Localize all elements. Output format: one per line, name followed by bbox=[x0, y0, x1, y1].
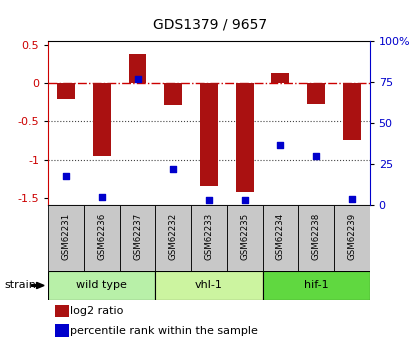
Point bbox=[312, 153, 319, 159]
Bar bbox=[334, 205, 370, 271]
Bar bbox=[129, 55, 147, 83]
Text: GSM62238: GSM62238 bbox=[312, 213, 320, 260]
Point bbox=[170, 166, 177, 172]
Text: GSM62233: GSM62233 bbox=[205, 213, 213, 260]
Text: GSM62236: GSM62236 bbox=[97, 213, 106, 260]
Bar bbox=[55, 324, 69, 337]
Bar bbox=[262, 271, 370, 300]
Bar bbox=[307, 83, 325, 104]
Point bbox=[98, 194, 105, 200]
Bar bbox=[48, 205, 84, 271]
Bar bbox=[55, 305, 69, 317]
Bar bbox=[298, 205, 334, 271]
Bar bbox=[57, 83, 75, 99]
Point bbox=[63, 173, 70, 178]
Bar bbox=[155, 271, 262, 300]
Bar bbox=[155, 205, 191, 271]
Text: GSM62231: GSM62231 bbox=[62, 213, 71, 260]
Text: GSM62237: GSM62237 bbox=[133, 213, 142, 260]
Bar bbox=[120, 205, 155, 271]
Text: hif-1: hif-1 bbox=[304, 280, 328, 290]
Bar bbox=[48, 271, 155, 300]
Text: GDS1379 / 9657: GDS1379 / 9657 bbox=[153, 17, 267, 31]
Point bbox=[349, 196, 355, 201]
Point bbox=[277, 142, 284, 147]
Text: GSM62232: GSM62232 bbox=[169, 213, 178, 260]
Text: percentile rank within the sample: percentile rank within the sample bbox=[70, 326, 258, 336]
Text: wild type: wild type bbox=[76, 280, 127, 290]
Text: GSM62235: GSM62235 bbox=[240, 213, 249, 260]
Bar bbox=[262, 205, 298, 271]
Bar bbox=[93, 83, 111, 156]
Bar bbox=[271, 73, 289, 83]
Bar bbox=[343, 83, 361, 140]
Bar bbox=[191, 205, 227, 271]
Bar bbox=[84, 205, 120, 271]
Text: strain: strain bbox=[4, 280, 36, 290]
Text: GSM62234: GSM62234 bbox=[276, 213, 285, 260]
Point bbox=[206, 198, 212, 203]
Point bbox=[241, 198, 248, 203]
Bar bbox=[200, 83, 218, 186]
Bar bbox=[236, 83, 254, 191]
Bar bbox=[227, 205, 262, 271]
Text: vhl-1: vhl-1 bbox=[195, 280, 223, 290]
Point bbox=[134, 76, 141, 82]
Text: GSM62239: GSM62239 bbox=[347, 213, 356, 260]
Bar bbox=[164, 83, 182, 105]
Text: log2 ratio: log2 ratio bbox=[70, 306, 123, 316]
